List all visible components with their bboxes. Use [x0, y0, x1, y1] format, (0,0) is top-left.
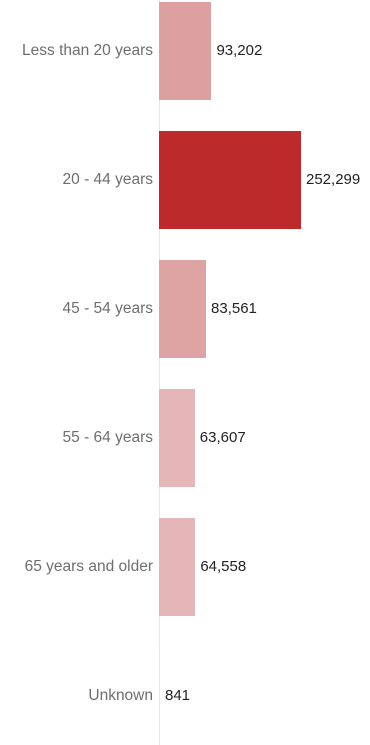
axis-line [159, 0, 160, 742]
bar[interactable] [159, 131, 301, 229]
value-label: 64,558 [200, 558, 247, 575]
bar[interactable] [159, 647, 160, 745]
value-label: 252,299 [306, 171, 361, 188]
value-label: 841 [165, 687, 191, 704]
category-label: 55 - 64 years [62, 429, 153, 446]
category-label: 45 - 54 years [62, 300, 153, 317]
value-label: 63,607 [199, 429, 246, 446]
category-label: 65 years and older [24, 558, 153, 575]
bar[interactable] [159, 518, 196, 616]
bar[interactable] [159, 260, 207, 358]
bar[interactable] [159, 2, 212, 100]
bar[interactable] [159, 389, 195, 487]
category-label: 20 - 44 years [62, 171, 153, 188]
value-label: 93,202 [216, 42, 263, 59]
category-label: Less than 20 years [22, 42, 153, 59]
category-label: Unknown [88, 687, 153, 704]
value-label: 83,561 [211, 300, 257, 317]
